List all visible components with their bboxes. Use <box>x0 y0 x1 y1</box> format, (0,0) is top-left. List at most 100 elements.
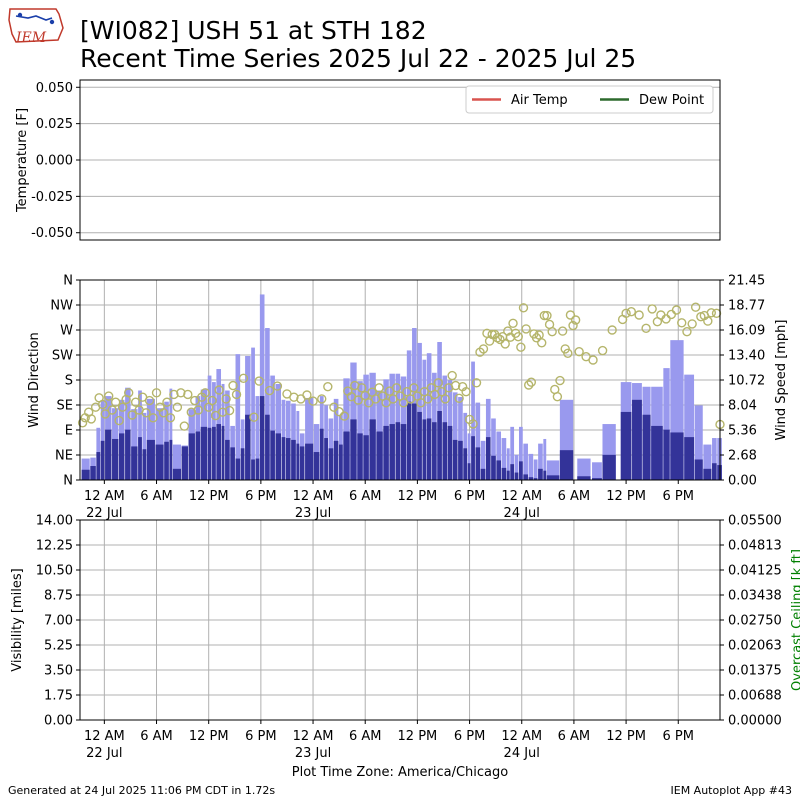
date-tick-label: 22 Jul <box>86 746 122 761</box>
wind-speed-bar <box>81 469 90 480</box>
chart-title-line1: [WI082] USH 51 at STH 182 <box>80 16 427 45</box>
wind-direction-point <box>193 405 203 415</box>
wind-direction-point <box>323 381 333 392</box>
wind-direction-point <box>339 411 350 421</box>
visibility-tick-label: 0.00 <box>44 714 73 729</box>
visibility-tick-label: 8.75 <box>44 589 73 604</box>
time-tick-label: 6 PM <box>245 489 276 504</box>
date-tick-label: 24 Jul <box>504 746 540 761</box>
wind-direction-point <box>471 378 482 388</box>
wind-speed-bar <box>164 441 169 480</box>
wind-speed-bar <box>285 438 291 480</box>
wind-speed-bar <box>90 466 96 480</box>
wind-plot-frame <box>79 279 721 481</box>
wind-speed-bar <box>528 477 534 480</box>
wind-direction-ylabel: Wind Direction <box>27 332 42 428</box>
wind-direction-point <box>552 391 563 402</box>
visibility-tick-label: 14.00 <box>36 514 73 529</box>
time-tick-label: 12 PM <box>398 729 438 744</box>
wind-speed-ylabel: Wind Speed [mph] <box>774 320 789 441</box>
wind-speed-bar <box>275 433 282 480</box>
wind-direction-point <box>123 388 134 398</box>
wind-direction-point <box>117 402 128 412</box>
wind-speed-bar <box>496 460 502 480</box>
wind-gust-bar <box>265 328 270 480</box>
time-tick-label: 6 AM <box>558 489 591 504</box>
axes-frames <box>76 79 724 724</box>
wind-direction-point <box>568 320 578 331</box>
wind-speed-bar <box>112 438 119 480</box>
wind-speed-bar <box>602 454 616 480</box>
wind-speed-bar <box>485 437 491 480</box>
wind-speed-tick-label: 13.40 <box>728 349 765 364</box>
wind-speed-bar <box>299 446 305 480</box>
time-tick-label: 6 AM <box>349 729 382 744</box>
wind-speed-tick-label: 16.09 <box>728 324 765 339</box>
wind-speed-bar <box>221 425 225 480</box>
wind-speed-bar <box>305 443 314 480</box>
wind-direction-point <box>172 402 183 412</box>
wind-direction-point <box>398 398 409 408</box>
wind-speed-bar <box>475 447 481 480</box>
wind-direction-point <box>647 304 657 314</box>
wind-gust-bar <box>333 398 339 480</box>
wind-direction-point <box>518 303 529 313</box>
time-tick-label: 6 PM <box>245 729 276 744</box>
temperature-tick-label: -0.025 <box>31 190 73 205</box>
wind-gust-bar <box>146 398 155 480</box>
wind-speed-bar <box>207 427 212 480</box>
wind-direction-point <box>158 408 169 418</box>
wind-gust-bar <box>81 458 90 480</box>
wind-speed-bar <box>319 428 324 480</box>
wind-direction-point <box>682 326 692 337</box>
wind-direction-point <box>97 399 108 410</box>
wind-gust-bar <box>543 438 547 480</box>
wind-speed-tick-label: 18.77 <box>728 299 765 314</box>
wind-direction-point <box>416 398 426 408</box>
wind-speed-bar <box>422 419 427 480</box>
wind-gust-bar <box>523 443 528 480</box>
wind-direction-point <box>353 395 363 405</box>
wind-gust-bar <box>577 458 591 480</box>
wind-gust-bar <box>313 424 320 480</box>
wind-speed-bar <box>452 439 458 480</box>
wind-speed-bar <box>592 478 602 480</box>
time-tick-label: 6 AM <box>140 729 173 744</box>
wind-speed-bar <box>131 446 138 480</box>
wind-gust-bar <box>164 401 169 480</box>
wind-direction-point <box>513 331 523 342</box>
wind-speed-bar <box>406 401 412 480</box>
wind-direction-point <box>77 418 88 428</box>
wind-direction-point <box>409 383 419 393</box>
wind-direction-point <box>162 397 172 407</box>
temperature-tick-label: 0.025 <box>36 117 73 132</box>
wind-direction-point <box>231 389 242 400</box>
wind-direction-tick-label: W <box>60 324 73 339</box>
wind-direction-tick-label: NE <box>55 449 73 464</box>
wind-speed-bar <box>265 414 270 480</box>
wind-speed-bar <box>412 403 417 480</box>
wind-gust-bar <box>357 381 363 480</box>
wind-direction-point <box>666 309 677 320</box>
visibility-tick-label: 3.50 <box>44 664 73 679</box>
wind-gust-bar <box>501 438 507 480</box>
time-tick-label: 12 PM <box>606 729 646 744</box>
time-tick-label: 12 PM <box>189 729 229 744</box>
wind-direction-point <box>151 388 162 398</box>
wind-speed-bar <box>417 411 422 480</box>
wind-direction-point <box>110 397 121 407</box>
ceiling-ylabel: Overcast Ceiling [k ft] <box>790 549 800 691</box>
wind-direction-point <box>690 302 701 312</box>
wind-gust-bar <box>663 368 670 480</box>
wind-gust-bar <box>138 390 142 480</box>
ceiling-tick-label: 0.02750 <box>728 614 782 629</box>
wind-speed-bar <box>245 414 251 480</box>
wind-direction-point <box>588 355 598 365</box>
ceiling-tick-label: 0.00000 <box>728 714 782 729</box>
wind-speed-bar <box>663 429 670 480</box>
wind-speed-bar <box>523 474 528 480</box>
svg-text:IEM: IEM <box>15 30 47 46</box>
wind-speed-bar <box>546 475 560 480</box>
wind-direction-tick-label: N <box>63 474 73 489</box>
